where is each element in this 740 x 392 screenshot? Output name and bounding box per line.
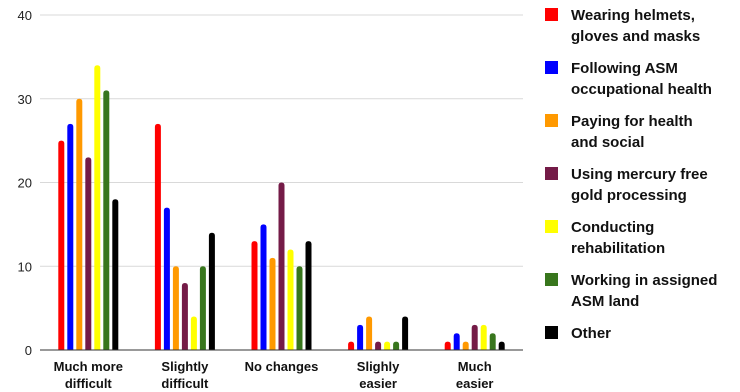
legend-item: Working in assigned ASM land — [545, 272, 717, 310]
legend-label: Following ASM occupational health — [571, 60, 712, 98]
legend-label-line: and social — [571, 134, 644, 151]
legend-label: Using mercury free gold processing — [571, 166, 708, 204]
bar — [190, 316, 197, 350]
x-category-label-line: Slightly — [161, 359, 209, 374]
x-category-label-line: No changes — [245, 359, 319, 374]
x-category-label: Slightly difficult — [161, 359, 209, 391]
legend-item: Using mercury free gold processing — [545, 166, 708, 204]
x-category-label: Slighly easier — [357, 359, 400, 391]
legend-label-line: occupational health — [571, 81, 712, 98]
x-category-label-line: easier — [456, 376, 494, 391]
y-tick-label: 0 — [25, 343, 32, 358]
bar — [163, 207, 170, 350]
x-category-label: Much easier — [456, 359, 494, 391]
legend-item: Paying for health and social — [545, 113, 693, 151]
legend-swatch — [545, 8, 558, 21]
y-axis-ticks: 0 10 20 30 40 — [18, 8, 32, 358]
x-category-label: No changes — [245, 359, 319, 374]
bar — [76, 98, 83, 350]
bar — [357, 324, 364, 350]
bar — [305, 241, 312, 350]
x-category-label-line: Much — [458, 359, 492, 374]
legend-label: Wearing helmets, gloves and masks — [571, 7, 700, 45]
bar — [208, 232, 215, 350]
bar — [462, 341, 469, 350]
y-tick-label: 10 — [18, 259, 32, 274]
legend-label: Paying for health and social — [571, 113, 693, 151]
x-category-label-line: Slighly — [357, 359, 400, 374]
legend-label-line: Other — [571, 325, 611, 342]
legend-label-line: rehabilitation — [571, 240, 665, 257]
y-tick-label: 40 — [18, 8, 32, 23]
bar — [296, 266, 303, 350]
bar — [375, 341, 382, 350]
bar — [348, 341, 355, 350]
bar — [58, 140, 65, 350]
legend-label-line: gold processing — [571, 187, 687, 204]
legend-label-line: Following ASM — [571, 60, 678, 77]
legend-item: Following ASM occupational health — [545, 60, 712, 98]
bar — [498, 341, 505, 350]
bar — [67, 123, 74, 350]
bar — [181, 283, 188, 350]
legend-swatch — [545, 273, 558, 286]
x-category-label-line: difficult — [65, 376, 113, 391]
bar — [85, 157, 92, 350]
legend: Wearing helmets, gloves and masks Followin… — [545, 7, 717, 342]
legend-label-line: Using mercury free — [571, 166, 708, 183]
legend-swatch — [545, 220, 558, 233]
bar — [260, 224, 267, 350]
bar — [402, 316, 409, 350]
bar — [172, 266, 179, 350]
legend-swatch — [545, 61, 558, 74]
legend-label: Other — [571, 325, 611, 342]
bar — [489, 333, 496, 350]
x-category-label-line: easier — [359, 376, 397, 391]
bar — [251, 241, 258, 350]
legend-swatch — [545, 326, 558, 339]
bar — [269, 257, 276, 350]
bar — [393, 341, 400, 350]
bar — [444, 341, 451, 350]
legend-label-line: Paying for health — [571, 113, 693, 130]
x-axis-categories: Much more difficult Slightly difficult No ch… — [54, 359, 494, 391]
bar — [471, 324, 478, 350]
legend-label-line: Conducting — [571, 219, 654, 236]
legend-label-line: gloves and masks — [571, 28, 700, 45]
y-tick-label: 20 — [18, 176, 32, 191]
bar — [480, 324, 487, 350]
legend-item: Other — [545, 325, 611, 342]
bar — [154, 123, 161, 350]
bar — [94, 65, 101, 350]
bar — [453, 333, 460, 350]
bar — [199, 266, 206, 350]
legend-label-line: Wearing helmets, — [571, 7, 695, 24]
x-category-label-line: Much more — [54, 359, 123, 374]
legend-item: Conducting rehabilitation — [545, 219, 665, 257]
bar — [287, 249, 294, 350]
bar — [384, 341, 391, 350]
legend-swatch — [545, 167, 558, 180]
bar — [112, 199, 119, 350]
legend-swatch — [545, 114, 558, 127]
y-tick-label: 30 — [18, 92, 32, 107]
bar — [278, 182, 285, 350]
legend-label: Working in assigned ASM land — [571, 272, 717, 310]
legend-label-line: ASM land — [571, 293, 639, 310]
x-category-label: Much more difficult — [54, 359, 123, 391]
bar — [103, 90, 110, 350]
x-category-label-line: difficult — [161, 376, 209, 391]
bar — [366, 316, 373, 350]
legend-item: Wearing helmets, gloves and masks — [545, 7, 700, 45]
legend-label-line: Working in assigned — [571, 272, 717, 289]
legend-label: Conducting rehabilitation — [571, 219, 665, 257]
bars — [58, 65, 505, 350]
